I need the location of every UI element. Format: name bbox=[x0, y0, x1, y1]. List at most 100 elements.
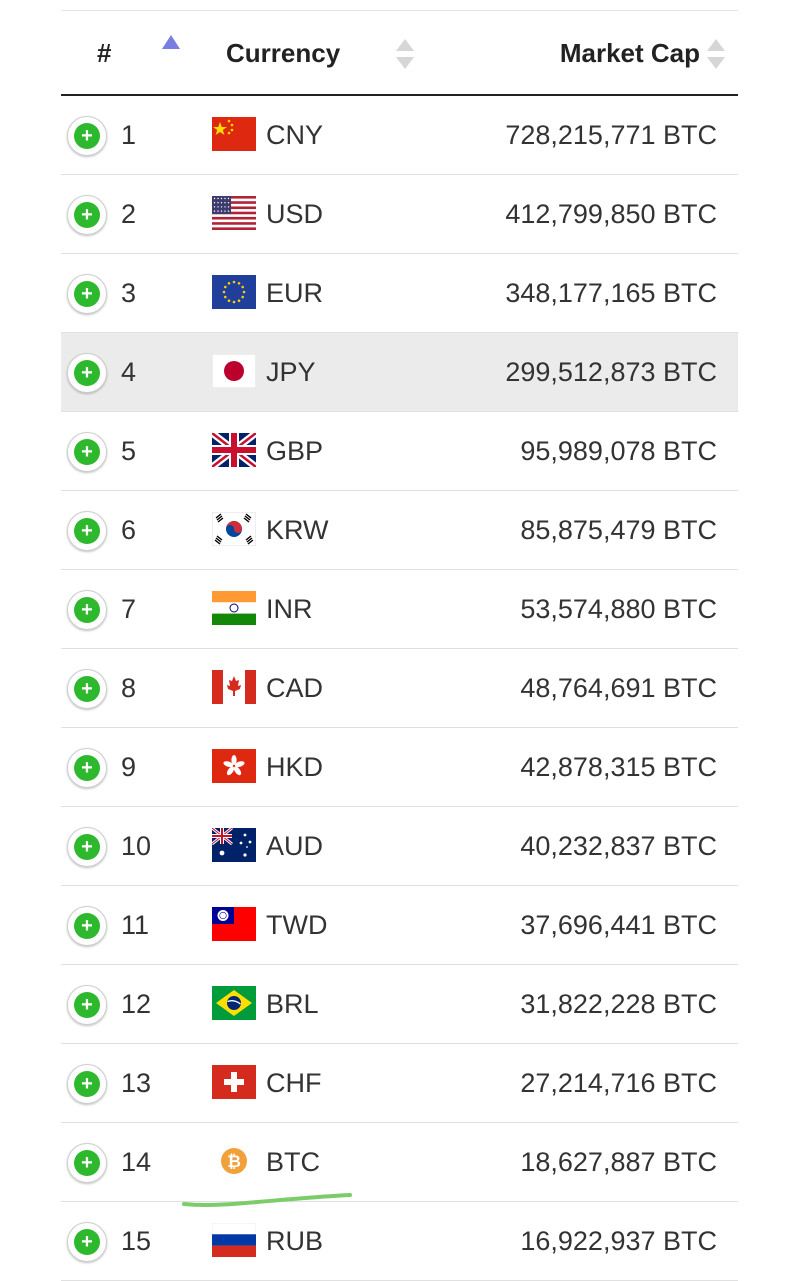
market-cap-value: 42,878,315 BTC bbox=[520, 752, 717, 782]
market-cap-value: 95,989,078 BTC bbox=[520, 436, 717, 466]
rank-cell: 11 bbox=[121, 910, 150, 940]
table-row[interactable]: +5 GBP 95,989,078 BTC bbox=[61, 412, 738, 491]
rank-cell: 10 bbox=[121, 831, 152, 861]
currency-code[interactable]: USD bbox=[266, 199, 324, 229]
table-row[interactable]: +11 TWD 37,696,441 BTC bbox=[61, 886, 738, 965]
currency-table: # Currency Market Cap +1 CNY 728,215,771 B… bbox=[61, 10, 738, 1281]
rank-cell: 3 bbox=[121, 278, 137, 308]
table-row[interactable]: +1 CNY 728,215,771 BTC bbox=[61, 96, 738, 175]
currency-code[interactable]: BRL bbox=[266, 989, 319, 1019]
rank-cell: 4 bbox=[121, 357, 137, 387]
cad-flag-icon bbox=[212, 670, 256, 704]
table-row[interactable]: +14 ₿ BTC 18,627,887 BTC bbox=[61, 1123, 738, 1202]
currency-code[interactable]: KRW bbox=[266, 515, 329, 545]
table-row[interactable]: +12 BRL 31,822,228 BTC bbox=[61, 965, 738, 1044]
plus-circle-icon[interactable]: + bbox=[67, 590, 107, 630]
twd-flag-icon bbox=[212, 907, 256, 941]
market-cap-value: 728,215,771 BTC bbox=[505, 120, 717, 150]
plus-circle-icon[interactable]: + bbox=[67, 906, 107, 946]
sort-arrows-icon[interactable] bbox=[706, 38, 726, 70]
rank-cell: 7 bbox=[121, 594, 137, 624]
rank-cell: 5 bbox=[121, 436, 137, 466]
market-cap-value: 18,627,887 BTC bbox=[520, 1147, 717, 1177]
btc-flag-icon: ₿ bbox=[212, 1144, 256, 1178]
table-header: # Currency Market Cap bbox=[61, 11, 738, 96]
currency-code[interactable]: RUB bbox=[266, 1226, 324, 1256]
eur-flag-icon bbox=[212, 275, 256, 309]
rank-cell: 2 bbox=[121, 199, 137, 229]
currency-code[interactable]: CAD bbox=[266, 673, 324, 703]
plus-circle-icon[interactable]: + bbox=[67, 195, 107, 235]
plus-circle-icon[interactable]: + bbox=[67, 511, 107, 551]
table-row[interactable]: +2 USD 412,799,850 BTC bbox=[61, 175, 738, 254]
table-top-border bbox=[61, 10, 738, 11]
currency-column-header[interactable]: Currency bbox=[226, 38, 341, 68]
svg-text:₿: ₿ bbox=[227, 1152, 241, 1172]
usd-flag-icon bbox=[212, 196, 256, 230]
plus-circle-icon[interactable]: + bbox=[67, 827, 107, 867]
rank-cell: 12 bbox=[121, 989, 152, 1019]
sort-up-icon[interactable] bbox=[162, 35, 180, 49]
currency-code[interactable]: AUD bbox=[266, 831, 324, 861]
currency-code[interactable]: JPY bbox=[266, 357, 316, 387]
jpy-flag-icon bbox=[212, 354, 256, 388]
rank-cell: 6 bbox=[121, 515, 137, 545]
inr-flag-icon bbox=[212, 591, 256, 625]
chf-flag-icon bbox=[212, 1065, 256, 1099]
currency-code[interactable]: BTC bbox=[266, 1147, 320, 1177]
brl-flag-icon bbox=[212, 986, 256, 1020]
market-cap-value: 27,214,716 BTC bbox=[520, 1068, 717, 1098]
table-row[interactable]: +3 EUR 348,177,165 BTC bbox=[61, 254, 738, 333]
currency-code[interactable]: GBP bbox=[266, 436, 324, 466]
plus-circle-icon[interactable]: + bbox=[67, 432, 107, 472]
market-cap-value: 85,875,479 BTC bbox=[520, 515, 717, 545]
plus-circle-icon[interactable]: + bbox=[67, 748, 107, 788]
market-cap-value: 37,696,441 BTC bbox=[520, 910, 717, 940]
rank-cell: 15 bbox=[121, 1226, 152, 1256]
plus-circle-icon[interactable]: + bbox=[67, 1064, 107, 1104]
currency-code[interactable]: TWD bbox=[266, 910, 328, 940]
table-row[interactable]: +6 KRW 85,875,479 BTC bbox=[61, 491, 738, 570]
rank-cell: 14 bbox=[121, 1147, 152, 1177]
cny-flag-icon bbox=[212, 117, 256, 151]
market-cap-column-header[interactable]: Market Cap bbox=[559, 38, 700, 68]
rank-cell: 8 bbox=[121, 673, 137, 703]
market-cap-value: 31,822,228 BTC bbox=[520, 989, 717, 1019]
plus-circle-icon[interactable]: + bbox=[67, 353, 107, 393]
currency-code[interactable]: HKD bbox=[266, 752, 324, 782]
table-row[interactable]: +9 HKD 42,878,315 BTC bbox=[61, 728, 738, 807]
plus-circle-icon[interactable]: + bbox=[67, 669, 107, 709]
currency-code[interactable]: CHF bbox=[266, 1068, 322, 1098]
rank-cell: 9 bbox=[121, 752, 137, 782]
market-cap-value: 16,922,937 BTC bbox=[520, 1226, 717, 1256]
market-cap-value: 412,799,850 BTC bbox=[505, 199, 717, 229]
currency-code[interactable]: CNY bbox=[266, 120, 324, 150]
hkd-flag-icon bbox=[212, 749, 256, 783]
currency-code[interactable]: INR bbox=[266, 594, 313, 624]
aud-flag-icon bbox=[212, 828, 256, 862]
table-row[interactable]: +15 RUB 16,922,937 BTC bbox=[61, 1202, 738, 1281]
rub-flag-icon bbox=[212, 1223, 256, 1257]
rank-cell: 1 bbox=[121, 120, 137, 150]
sort-arrows-icon[interactable] bbox=[395, 38, 415, 70]
plus-circle-icon[interactable]: + bbox=[67, 1143, 107, 1183]
gbp-flag-icon bbox=[212, 433, 256, 467]
plus-circle-icon[interactable]: + bbox=[67, 985, 107, 1025]
market-cap-value: 53,574,880 BTC bbox=[520, 594, 717, 624]
market-cap-value: 299,512,873 BTC bbox=[505, 357, 717, 387]
table-row[interactable]: +10 AUD 40,232,837 BTC bbox=[61, 807, 738, 886]
rank-cell: 13 bbox=[121, 1068, 152, 1098]
currency-code[interactable]: EUR bbox=[266, 278, 324, 308]
table-row[interactable]: +7 INR 53,574,880 BTC bbox=[61, 570, 738, 649]
market-cap-value: 40,232,837 BTC bbox=[520, 831, 717, 861]
plus-circle-icon[interactable]: + bbox=[67, 274, 107, 314]
table-body: +1 CNY 728,215,771 BTC +2 USD 412,799,850 BTC… bbox=[61, 96, 738, 1281]
plus-circle-icon[interactable]: + bbox=[67, 1222, 107, 1262]
market-cap-value: 348,177,165 BTC bbox=[505, 278, 717, 308]
rank-column-header[interactable]: # bbox=[97, 38, 112, 68]
krw-flag-icon bbox=[212, 512, 256, 546]
table-row[interactable]: +13 CHF 27,214,716 BTC bbox=[61, 1044, 738, 1123]
plus-circle-icon[interactable]: + bbox=[67, 116, 107, 156]
table-row[interactable]: +4 JPY 299,512,873 BTC bbox=[61, 333, 738, 412]
table-row[interactable]: +8 CAD 48,764,691 BTC bbox=[61, 649, 738, 728]
